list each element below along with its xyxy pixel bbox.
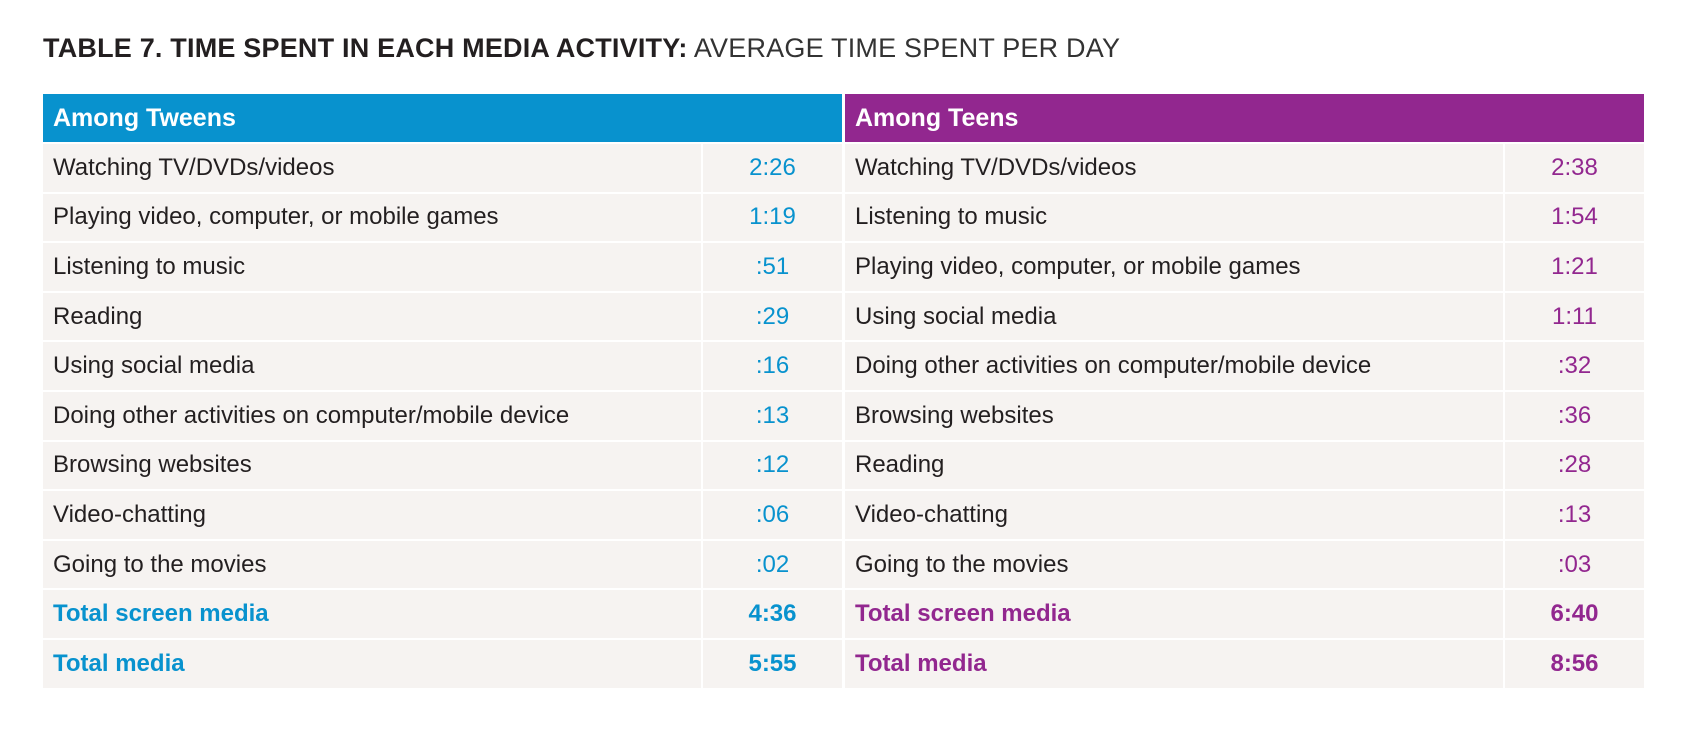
time-value: :32 [1505,342,1644,390]
activity-label: Browsing websites [845,391,1503,440]
total-row: Total media 8:56 [845,639,1644,688]
total-label: Total media [845,639,1503,688]
tweens-header: Among Tweens [43,94,842,142]
time-value: :29 [703,292,842,341]
time-value: :12 [703,441,842,490]
total-label: Total screen media [43,590,701,638]
table-row: Video-chatting :13 [845,491,1644,539]
activity-label: Playing video, computer, or mobile games [845,243,1503,291]
total-label: Total screen media [845,590,1503,638]
table-row: Listening to music 1:54 [845,193,1644,242]
teens-header: Among Teens [845,94,1644,142]
activity-label: Video-chatting [43,491,701,539]
total-value: 5:55 [703,639,842,688]
activity-label: Listening to music [845,193,1503,242]
table-row: Playing video, computer, or mobile games… [43,193,842,242]
time-value: 2:38 [1505,144,1644,192]
teens-table: Among Teens Watching TV/DVDs/videos 2:38… [845,94,1644,688]
total-label: Total media [43,639,701,688]
time-value: :13 [703,391,842,440]
table-row: Using social media 1:11 [845,292,1644,341]
table-row: Browsing websites :36 [845,391,1644,440]
table-row: Going to the movies :02 [43,540,842,589]
time-value: :16 [703,342,842,390]
activity-label: Video-chatting [845,491,1503,539]
time-value: :51 [703,243,842,291]
activity-label: Using social media [43,342,701,390]
tweens-table: Among Tweens Watching TV/DVDs/videos 2:2… [43,94,842,688]
activity-label: Reading [43,292,701,341]
time-value: 1:19 [703,193,842,242]
time-value: :02 [703,540,842,589]
table-row: Watching TV/DVDs/videos 2:26 [43,144,842,192]
table-row: Reading :28 [845,441,1644,490]
time-value: :36 [1505,391,1644,440]
table-row: Going to the movies :03 [845,540,1644,589]
table-title: TABLE 7. TIME SPENT IN EACH MEDIA ACTIVI… [43,30,1120,66]
time-value: 1:21 [1505,243,1644,291]
table-row: Video-chatting :06 [43,491,842,539]
activity-label: Watching TV/DVDs/videos [43,144,701,192]
activity-label: Browsing websites [43,441,701,490]
total-row: Total screen media 4:36 [43,590,842,638]
activity-label: Listening to music [43,243,701,291]
table-title-main: TABLE 7. TIME SPENT IN EACH MEDIA ACTIVI… [43,33,688,63]
table-title-subtitle: AVERAGE TIME SPENT PER DAY [693,33,1121,63]
activity-label: Playing video, computer, or mobile games [43,193,701,242]
table-row: Using social media :16 [43,342,842,390]
time-value: 1:11 [1505,292,1644,341]
time-value: 1:54 [1505,193,1644,242]
total-value: 6:40 [1505,590,1644,638]
total-row: Total screen media 6:40 [845,590,1644,638]
activity-label: Using social media [845,292,1503,341]
time-value: :13 [1505,491,1644,539]
total-row: Total media 5:55 [43,639,842,688]
activity-label: Doing other activities on computer/mobil… [43,391,701,440]
table-row: Watching TV/DVDs/videos 2:38 [845,144,1644,192]
time-value: :28 [1505,441,1644,490]
table-row: Doing other activities on computer/mobil… [43,391,842,440]
table-row: Playing video, computer, or mobile games… [845,243,1644,291]
time-value: :03 [1505,540,1644,589]
time-value: :06 [703,491,842,539]
activity-label: Going to the movies [845,540,1503,589]
table-row: Doing other activities on computer/mobil… [845,342,1644,390]
time-value: 2:26 [703,144,842,192]
activity-label: Going to the movies [43,540,701,589]
activity-label: Reading [845,441,1503,490]
table-row: Listening to music :51 [43,243,842,291]
table-row: Reading :29 [43,292,842,341]
activity-label: Doing other activities on computer/mobil… [845,342,1503,390]
activity-label: Watching TV/DVDs/videos [845,144,1503,192]
table-row: Browsing websites :12 [43,441,842,490]
total-value: 8:56 [1505,639,1644,688]
total-value: 4:36 [703,590,842,638]
